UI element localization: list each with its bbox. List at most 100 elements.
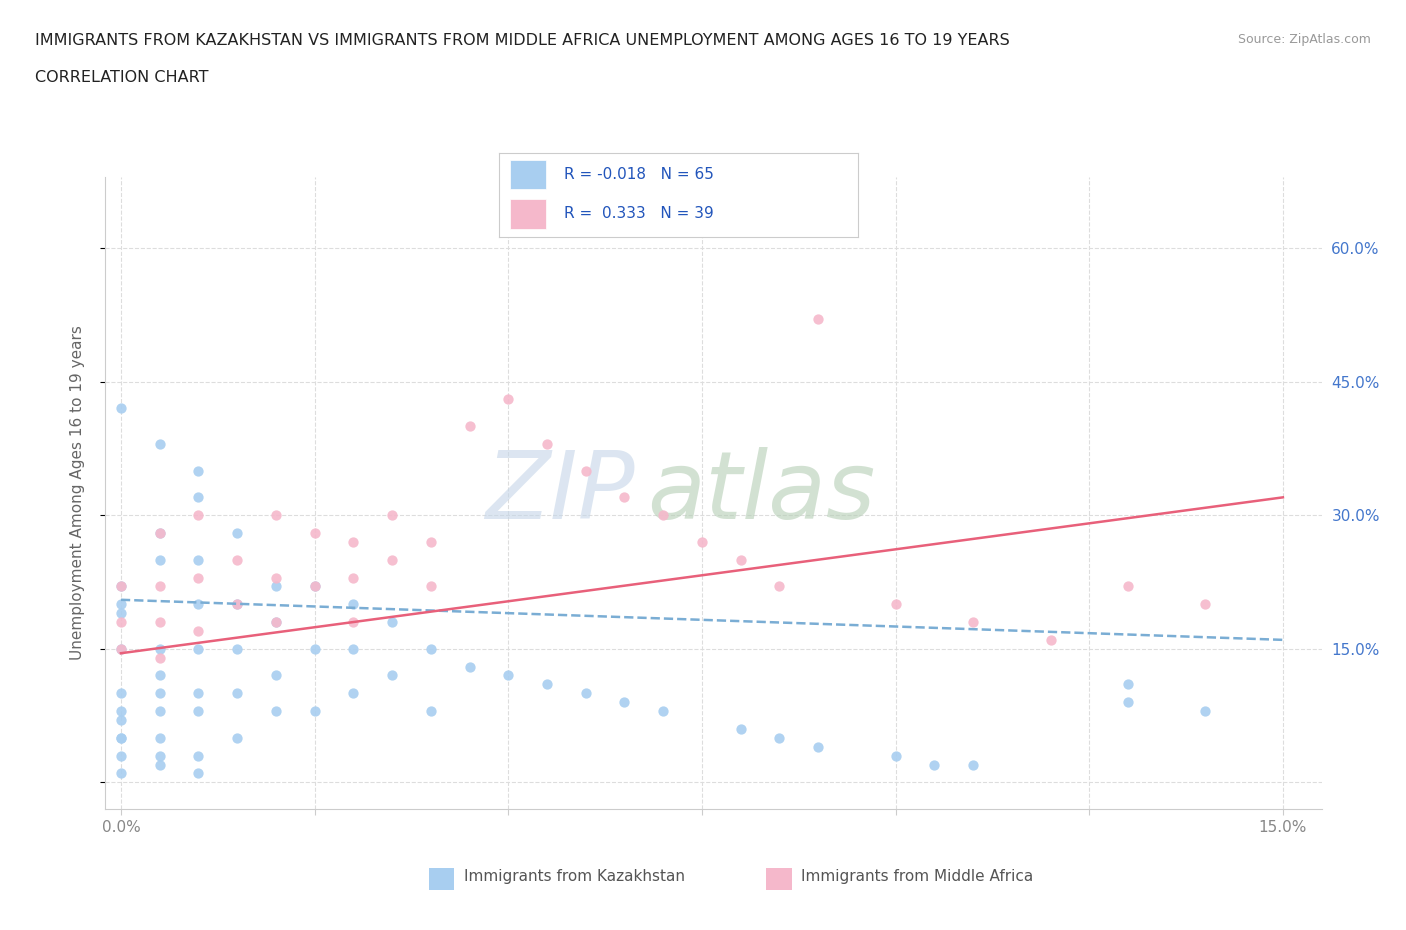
Point (187, 570, 209, 585)
Point (304, 642, 326, 657)
Point (264, 615, 287, 630)
Point (342, 615, 364, 630)
Text: IMMIGRANTS FROM KAZAKHSTAN VS IMMIGRANTS FROM MIDDLE AFRICA UNEMPLOYMENT AMONG A: IMMIGRANTS FROM KAZAKHSTAN VS IMMIGRANTS… (35, 33, 1010, 47)
Text: R =  0.333   N = 39: R = 0.333 N = 39 (564, 206, 713, 221)
Point (652, 508, 675, 523)
Point (962, 757, 984, 772)
Point (419, 642, 441, 657)
Point (264, 570, 287, 585)
Point (496, 392, 519, 406)
Point (304, 704, 326, 719)
Point (730, 552, 752, 567)
Point (381, 508, 404, 523)
Point (110, 642, 132, 657)
Point (730, 722, 752, 737)
Point (496, 668, 519, 683)
Point (110, 766, 132, 781)
Point (110, 685, 132, 700)
Point (536, 436, 558, 451)
Point (149, 642, 172, 657)
Point (149, 749, 172, 764)
Point (458, 659, 481, 674)
Point (149, 552, 172, 567)
Point (652, 704, 675, 719)
Point (110, 730, 132, 745)
Point (690, 535, 713, 550)
Point (110, 749, 132, 764)
Point (962, 615, 984, 630)
Text: Immigrants from Middle Africa: Immigrants from Middle Africa (801, 869, 1033, 883)
Point (149, 525, 172, 540)
Point (187, 642, 209, 657)
Point (226, 552, 249, 567)
Point (807, 312, 830, 326)
Point (264, 579, 287, 594)
Point (342, 535, 364, 550)
Point (187, 463, 209, 478)
Point (110, 704, 132, 719)
Point (226, 685, 249, 700)
Point (110, 579, 132, 594)
Point (419, 579, 441, 594)
Bar (510, 160, 546, 190)
Point (264, 508, 287, 523)
Point (613, 490, 636, 505)
Point (187, 749, 209, 764)
Text: ZIP: ZIP (485, 447, 634, 538)
Point (187, 597, 209, 612)
Point (110, 642, 132, 657)
Point (575, 463, 598, 478)
Point (304, 579, 326, 594)
Point (1039, 632, 1062, 647)
Point (924, 757, 946, 772)
Point (226, 597, 249, 612)
Point (187, 704, 209, 719)
Point (807, 739, 830, 754)
Point (149, 704, 172, 719)
Point (419, 535, 441, 550)
Point (110, 730, 132, 745)
Point (1194, 704, 1216, 719)
Point (149, 650, 172, 665)
Point (304, 525, 326, 540)
Point (149, 436, 172, 451)
Bar (510, 200, 546, 229)
Point (1116, 677, 1139, 692)
Text: Immigrants from Kazakhstan: Immigrants from Kazakhstan (464, 869, 685, 883)
Point (419, 704, 441, 719)
Point (149, 685, 172, 700)
Point (536, 677, 558, 692)
Point (1116, 695, 1139, 710)
Point (149, 615, 172, 630)
Point (110, 579, 132, 594)
Point (381, 615, 404, 630)
Point (110, 615, 132, 630)
Point (342, 642, 364, 657)
Point (575, 685, 598, 700)
Point (768, 579, 790, 594)
Text: Source: ZipAtlas.com: Source: ZipAtlas.com (1237, 33, 1371, 46)
Point (149, 668, 172, 683)
Point (342, 570, 364, 585)
Point (381, 668, 404, 683)
Point (226, 525, 249, 540)
Point (264, 668, 287, 683)
Point (884, 597, 907, 612)
Point (110, 401, 132, 416)
Text: atlas: atlas (647, 447, 875, 538)
Text: CORRELATION CHART: CORRELATION CHART (35, 70, 208, 85)
Point (187, 552, 209, 567)
Point (110, 597, 132, 612)
Point (110, 605, 132, 620)
Point (110, 712, 132, 727)
Point (149, 730, 172, 745)
Y-axis label: Unemployment Among Ages 16 to 19 years: Unemployment Among Ages 16 to 19 years (70, 326, 84, 660)
Point (187, 766, 209, 781)
Point (613, 695, 636, 710)
Point (226, 642, 249, 657)
Point (187, 685, 209, 700)
Point (884, 749, 907, 764)
Point (187, 490, 209, 505)
Point (187, 508, 209, 523)
Point (458, 418, 481, 433)
